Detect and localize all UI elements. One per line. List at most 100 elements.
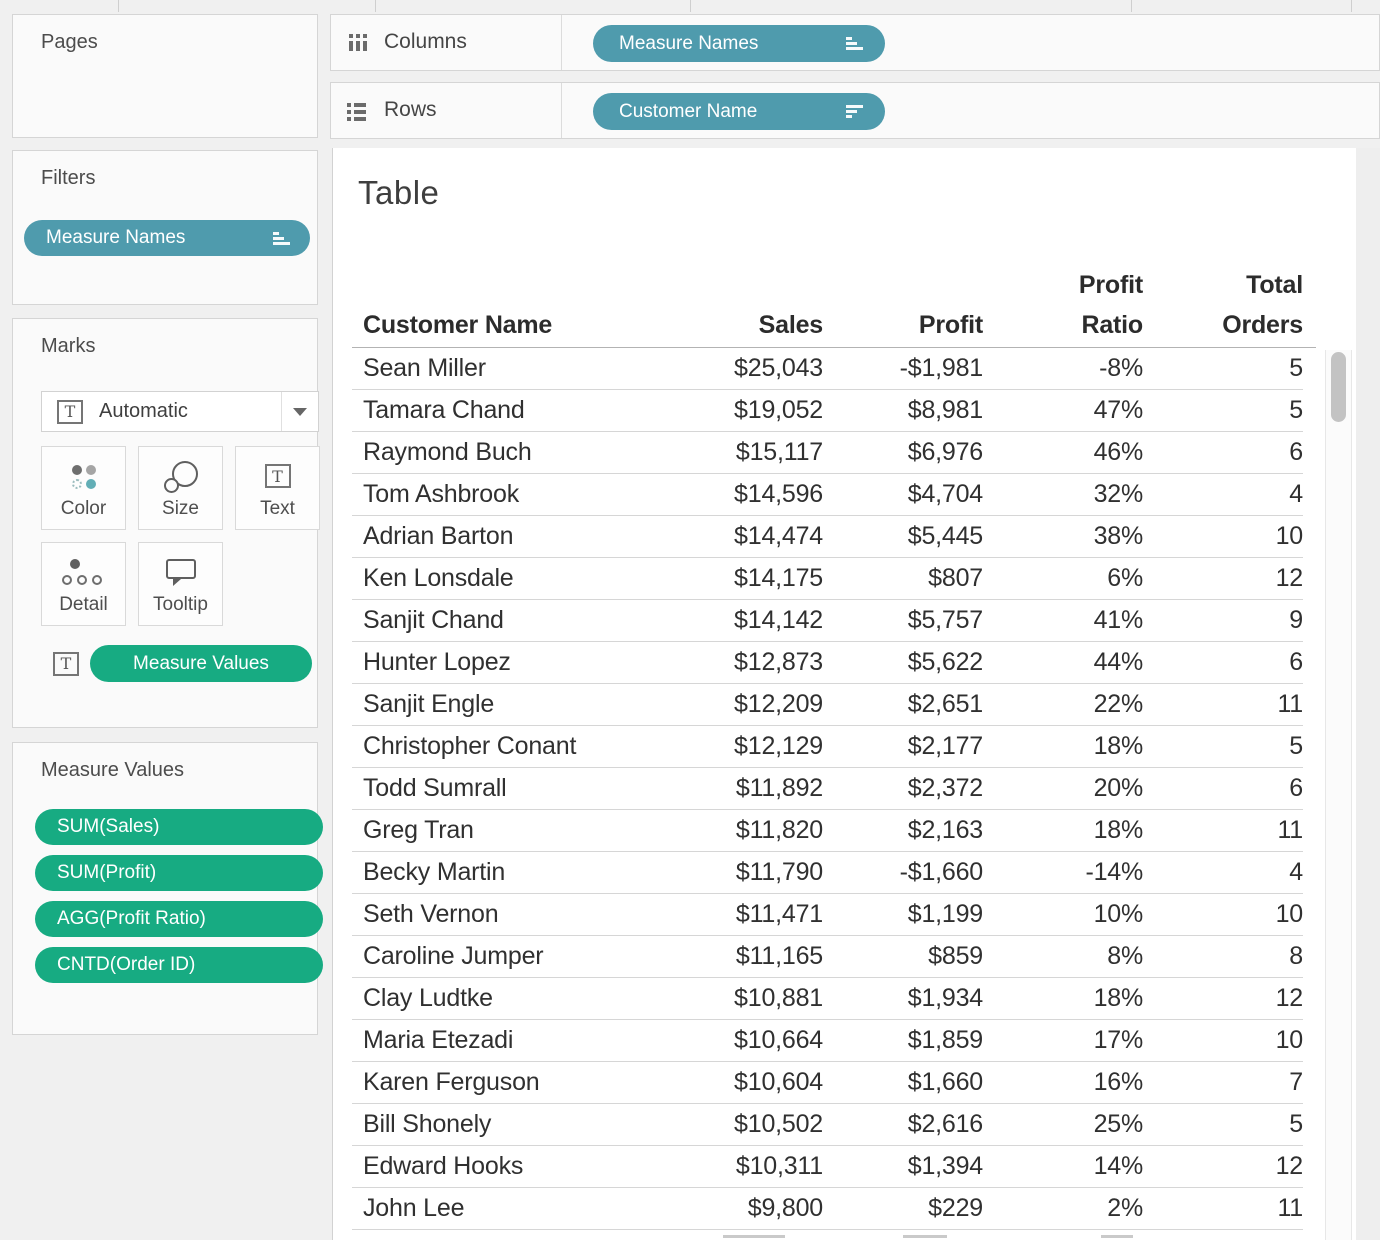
value-cell[interactable]: 14% xyxy=(1093,1152,1143,1180)
value-cell[interactable]: $11,165 xyxy=(735,942,823,970)
value-cell[interactable]: 11 xyxy=(1277,816,1303,844)
customer-name-cell[interactable]: Edward Hooks xyxy=(363,1152,524,1180)
customer-name-cell[interactable]: Seth Vernon xyxy=(363,900,499,928)
measure-pill-agg-profit-ratio[interactable]: AGG(Profit Ratio) xyxy=(35,901,323,937)
value-cell[interactable]: 2% xyxy=(1107,1194,1143,1222)
value-cell[interactable]: -8% xyxy=(1099,354,1143,382)
customer-name-cell[interactable]: Tamara Chand xyxy=(363,396,525,424)
value-cell[interactable]: $14,596 xyxy=(734,480,823,508)
value-cell[interactable]: $9,800 xyxy=(747,1194,823,1222)
filter-pill-measure-names[interactable]: Measure Names xyxy=(24,220,310,256)
value-cell[interactable]: 10 xyxy=(1275,900,1303,928)
mark-type-caret-button[interactable] xyxy=(282,392,318,431)
value-cell[interactable]: 18% xyxy=(1093,984,1143,1012)
value-cell[interactable]: $15,117 xyxy=(735,438,823,466)
value-cell[interactable]: $2,177 xyxy=(907,732,983,760)
measure-pill-sum-profit[interactable]: SUM(Profit) xyxy=(35,855,323,891)
pages-shelf[interactable]: Pages xyxy=(12,14,318,138)
column-header-sales[interactable]: Sales xyxy=(758,311,824,339)
measure-pill-cntd-order-id[interactable]: CNTD(Order ID) xyxy=(35,947,323,983)
rows-shelf[interactable]: Rows Customer Name xyxy=(330,82,1380,139)
value-cell[interactable]: $11,820 xyxy=(735,816,823,844)
value-cell[interactable]: $11,892 xyxy=(735,774,823,802)
value-cell[interactable]: 10 xyxy=(1275,1026,1303,1054)
value-cell[interactable]: $10,881 xyxy=(734,984,823,1012)
value-cell[interactable]: 16% xyxy=(1093,1068,1143,1096)
detail-button[interactable]: Detail xyxy=(41,542,126,626)
value-cell[interactable]: 12 xyxy=(1275,564,1303,592)
value-cell[interactable]: $12,873 xyxy=(734,648,823,676)
value-cell[interactable]: 10 xyxy=(1275,522,1303,550)
value-cell[interactable]: $1,934 xyxy=(907,984,983,1012)
value-cell[interactable]: 4 xyxy=(1289,858,1303,886)
value-cell[interactable]: -14% xyxy=(1085,858,1143,886)
value-cell[interactable]: 46% xyxy=(1093,438,1143,466)
value-cell[interactable]: $807 xyxy=(928,564,983,592)
column-header-customer-name[interactable]: Customer Name xyxy=(363,311,553,339)
customer-name-cell[interactable]: Sanjit Engle xyxy=(363,690,495,718)
column-header-total-orders[interactable]: Total Orders xyxy=(1222,271,1303,339)
value-cell[interactable]: $10,604 xyxy=(734,1068,823,1096)
tooltip-button[interactable]: Tooltip xyxy=(138,542,223,626)
customer-name-cell[interactable]: Tom Ashbrook xyxy=(363,480,520,508)
customer-name-cell[interactable]: Adrian Barton xyxy=(363,522,514,550)
value-cell[interactable]: 5 xyxy=(1289,732,1303,760)
value-cell[interactable]: 22% xyxy=(1093,690,1143,718)
value-cell[interactable]: 9 xyxy=(1289,606,1303,634)
value-cell[interactable]: $10,311 xyxy=(735,1152,823,1180)
value-cell[interactable]: 7 xyxy=(1289,1068,1303,1096)
customer-name-cell[interactable]: Clay Ludtke xyxy=(363,984,493,1012)
value-cell[interactable]: 25% xyxy=(1093,1110,1143,1138)
customer-name-cell[interactable]: Karen Ferguson xyxy=(363,1068,540,1096)
filters-shelf[interactable]: Filters Measure Names xyxy=(12,150,318,305)
value-cell[interactable]: $5,445 xyxy=(907,522,983,550)
value-cell[interactable]: -$1,981 xyxy=(899,354,983,382)
value-cell[interactable]: $5,757 xyxy=(907,606,983,634)
value-cell[interactable]: $14,142 xyxy=(734,606,823,634)
value-cell[interactable]: 12 xyxy=(1275,984,1303,1012)
value-cell[interactable]: $1,394 xyxy=(907,1152,983,1180)
value-cell[interactable]: 47% xyxy=(1093,396,1143,424)
value-cell[interactable]: 4 xyxy=(1289,480,1303,508)
customer-name-cell[interactable]: Todd Sumrall xyxy=(363,774,507,802)
value-cell[interactable]: 11 xyxy=(1277,690,1303,718)
customer-name-cell[interactable]: Sean Miller xyxy=(363,354,486,382)
value-cell[interactable]: $19,052 xyxy=(734,396,823,424)
value-cell[interactable]: $10,502 xyxy=(734,1110,823,1138)
value-cell[interactable]: $1,660 xyxy=(907,1068,983,1096)
scrollbar-thumb[interactable] xyxy=(1331,352,1346,422)
value-cell[interactable]: $12,129 xyxy=(734,732,823,760)
customer-name-cell[interactable]: Becky Martin xyxy=(363,858,506,886)
value-cell[interactable]: 11 xyxy=(1277,1194,1303,1222)
value-cell[interactable]: $25,043 xyxy=(734,354,823,382)
value-cell[interactable]: $4,704 xyxy=(907,480,983,508)
mark-type-dropdown[interactable]: T Automatic xyxy=(41,391,319,432)
value-cell[interactable]: $14,474 xyxy=(734,522,823,550)
value-cell[interactable]: $14,175 xyxy=(734,564,823,592)
value-cell[interactable]: 5 xyxy=(1289,354,1303,382)
customer-name-cell[interactable]: Ken Lonsdale xyxy=(363,564,514,592)
customer-name-cell[interactable]: Raymond Buch xyxy=(363,438,532,466)
column-header-profit-ratio[interactable]: Profit Ratio xyxy=(1078,271,1143,339)
value-cell[interactable]: 44% xyxy=(1093,648,1143,676)
color-button[interactable]: Color xyxy=(41,446,126,530)
value-cell[interactable]: 20% xyxy=(1093,774,1143,802)
text-pill-measure-values[interactable]: Measure Values xyxy=(90,645,312,682)
value-cell[interactable]: -$1,660 xyxy=(899,858,983,886)
column-header-profit[interactable]: Profit xyxy=(918,311,983,339)
value-cell[interactable]: $2,372 xyxy=(907,774,983,802)
customer-name-cell[interactable]: Bill Shonely xyxy=(363,1110,492,1138)
customer-name-cell[interactable]: Caroline Jumper xyxy=(363,942,544,970)
value-cell[interactable]: 12 xyxy=(1275,1152,1303,1180)
value-cell[interactable]: 17% xyxy=(1093,1026,1143,1054)
measure-pill-sum-sales[interactable]: SUM(Sales) xyxy=(35,809,323,845)
value-cell[interactable]: $11,790 xyxy=(735,858,823,886)
vertical-scrollbar[interactable] xyxy=(1325,350,1352,1240)
value-cell[interactable]: $5,622 xyxy=(907,648,983,676)
value-cell[interactable]: 6 xyxy=(1289,438,1303,466)
value-cell[interactable]: 38% xyxy=(1093,522,1143,550)
value-cell[interactable]: 8 xyxy=(1289,942,1303,970)
value-cell[interactable]: 6% xyxy=(1107,564,1143,592)
customer-name-cell[interactable]: Sanjit Chand xyxy=(363,606,504,634)
customer-name-cell[interactable]: Greg Tran xyxy=(363,816,474,844)
